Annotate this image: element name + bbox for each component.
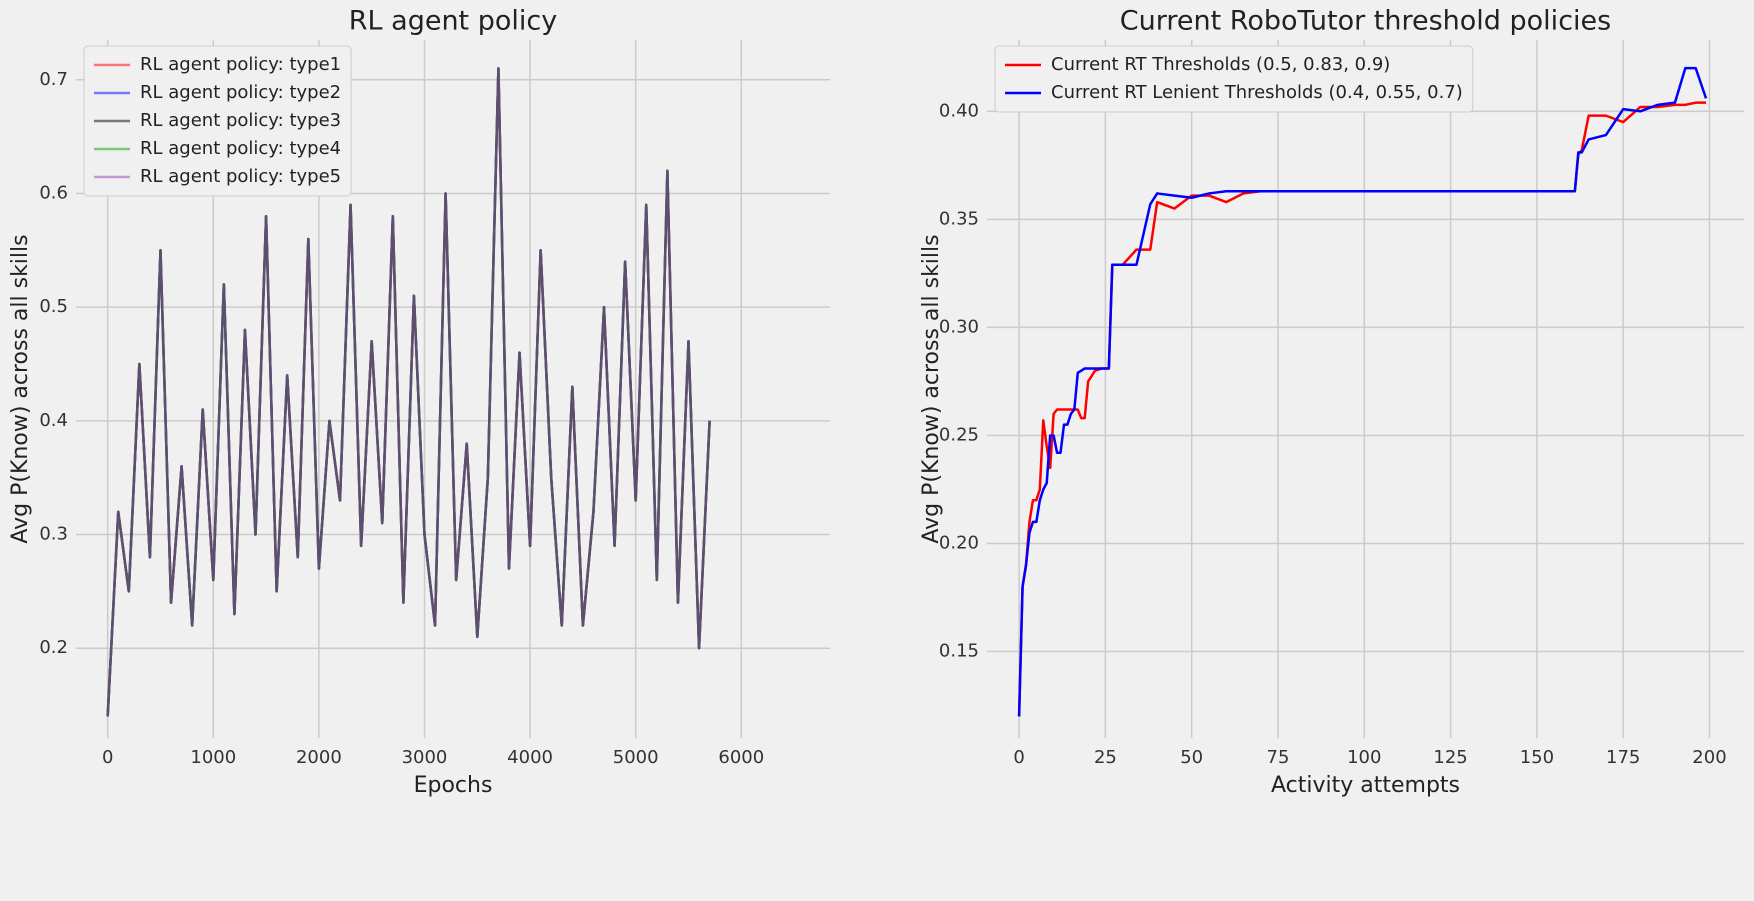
legend: Current RT Thresholds (0.5, 0.83, 0.9) Cu… [994,45,1474,113]
x-axis-label: Activity attempts [1271,773,1460,798]
y-tick-label: 0.6 [39,182,68,203]
legend: RL agent policy: type1 RL agent policy: t… [83,45,352,197]
x-tick-label: 50 [1180,747,1203,768]
x-tick-label: 1000 [190,747,236,768]
legend-label: RL agent policy: type5 [140,166,341,187]
series-line [1017,101,1707,717]
y-axis-label: Avg P(Know) across all skills [8,234,33,543]
x-tick-label: 175 [1606,747,1640,768]
x-tick-label: 0 [102,747,113,768]
x-tick-label: 25 [1094,747,1117,768]
y-tick-label: 0.4 [39,410,68,431]
legend-box [994,45,1474,113]
legend-label: Current RT Lenient Thresholds (0.4, 0.55… [1051,82,1463,103]
x-tick-label: 200 [1692,747,1726,768]
x-tick-label: 125 [1433,747,1467,768]
x-tick-label: 150 [1520,747,1554,768]
y-tick-label: 0.15 [939,641,979,662]
chart-title: RL agent policy [349,6,557,37]
x-tick-label: 6000 [718,747,764,768]
y-tick-label: 0.20 [939,533,979,554]
chart-title: Current RoboTutor threshold policies [1120,6,1611,37]
y-tick-label: 0.2 [39,637,68,658]
y-tick-label: 0.25 [939,424,979,445]
y-tick-label: 0.35 [939,208,979,229]
y-tick-label: 0.3 [39,524,68,545]
legend-label: Current RT Thresholds (0.5, 0.83, 0.9) [1051,54,1390,75]
legend-label: RL agent policy: type3 [140,110,341,131]
x-tick-label: 2000 [296,747,342,768]
x-tick-label: 3000 [402,747,448,768]
x-tick-label: 100 [1347,747,1381,768]
legend-box [83,45,352,197]
y-tick-label: 0.5 [39,296,68,317]
y-tick-label: 0.7 [39,69,68,90]
x-axis-label: Epochs [414,773,493,798]
x-tick-label: 75 [1267,747,1290,768]
legend-label: RL agent policy: type1 [140,54,341,75]
series-line [106,67,711,717]
x-tick-label: 5000 [613,747,659,768]
series-line [1017,66,1708,717]
x-tick-label: 0 [1013,747,1024,768]
y-tick-label: 0.30 [939,316,979,337]
y-axis-label: Avg P(Know) across all skills [919,234,944,543]
x-tick-label: 4000 [507,747,553,768]
legend-label: RL agent policy: type2 [140,82,341,103]
y-tick-label: 0.40 [939,100,979,121]
legend-label: RL agent policy: type4 [140,138,341,159]
